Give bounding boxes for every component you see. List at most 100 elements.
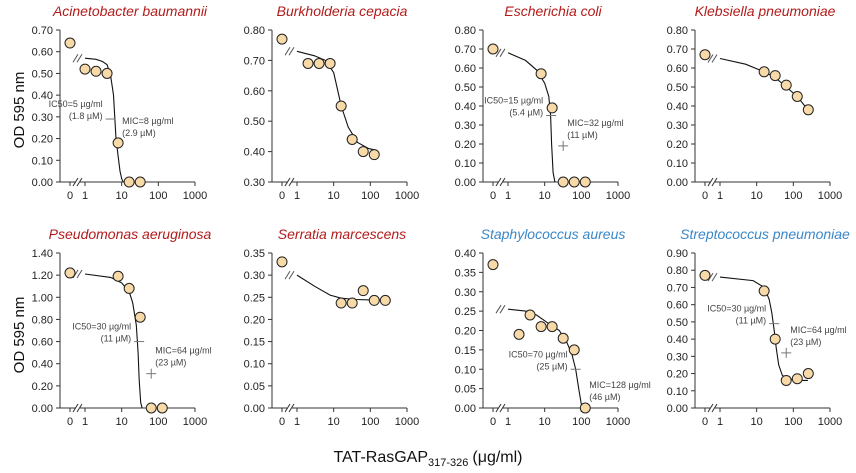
data-point xyxy=(346,133,358,145)
data-point xyxy=(134,176,146,188)
chart-panel-6: Serratia marcescens 0.00 0.05 0.10 0.15 0.20 0… xyxy=(244,226,420,428)
y-tick-label: 0.50 xyxy=(667,317,688,329)
curve-break-mark xyxy=(72,53,79,63)
data-point xyxy=(780,79,792,91)
y-tick-label: 0.30 xyxy=(667,120,688,132)
x-tick-label: 100 xyxy=(361,416,379,428)
x-tick-label: 100 xyxy=(784,190,802,202)
y-tick-label: 0.40 xyxy=(32,90,53,102)
x-axis-break-mark xyxy=(711,177,718,187)
y-tick-label: 0.20 xyxy=(32,134,53,146)
data-point xyxy=(276,33,288,45)
x-tick-label: 0 xyxy=(702,416,708,428)
x-axis-label-unit: (μg/ml) xyxy=(472,449,522,466)
x-tick-label: 10 xyxy=(751,416,763,428)
x-tick-label: 1 xyxy=(294,416,300,428)
data-point xyxy=(579,402,591,414)
curve-break-mark xyxy=(288,47,295,56)
fit-curve xyxy=(719,57,809,111)
data-point xyxy=(780,374,792,386)
x-tick-label: 100 xyxy=(784,416,802,428)
y-tick-label: 0.10 xyxy=(32,155,53,167)
y-tick-label: 0.50 xyxy=(667,82,688,94)
x-tick-label: 0 xyxy=(490,190,496,202)
x-axis-break-mark xyxy=(499,177,506,187)
x-axis-break-mark xyxy=(72,403,79,413)
chart-panel-5: Pseudomonas aeruginosa 0.00 0.20 0.40 0.60 0.… xyxy=(32,226,212,428)
x-axis-label: TAT-RasGAP317-326 (μg/ml) xyxy=(333,449,522,469)
annotation-text: IC50=15 µg/ml xyxy=(484,96,543,106)
data-point xyxy=(134,311,146,323)
x-axis-label-main: TAT-RasGAP xyxy=(333,449,428,466)
annotation-text: (46 µM) xyxy=(589,392,620,402)
chart-panel-7: Staphylococcus aureus 0.00 0.05 0.10 0.15 0.2… xyxy=(455,226,651,428)
data-point xyxy=(487,259,499,271)
data-point xyxy=(802,368,814,380)
y-tick-label: 0.00 xyxy=(455,177,476,189)
y-tick-label: 0.50 xyxy=(32,68,53,80)
curve-break-mark xyxy=(76,269,83,279)
annotation-text: MIC=32 µg/ml xyxy=(567,118,623,128)
y-tick-label: 0.20 xyxy=(667,369,688,381)
y-axis-label-bottom: OD 595 nm xyxy=(11,297,28,374)
y-tick-label: 0.60 xyxy=(32,47,53,59)
x-axis-break-mark xyxy=(72,177,79,187)
data-point xyxy=(802,104,814,116)
chart-panel-4: Klebsiella pneumoniae 0.00 0.10 0.20 0.30 0.4… xyxy=(667,3,843,202)
y-tick-label: 0.10 xyxy=(455,158,476,170)
y-tick-label: 0.30 xyxy=(455,120,476,132)
data-point xyxy=(487,43,499,55)
y-tick-label: 0.30 xyxy=(244,270,265,282)
y-tick-label: 0.60 xyxy=(244,86,265,98)
annotation-text: IC50=70 µg/ml xyxy=(509,349,568,359)
y-tick-label: 0.40 xyxy=(455,248,476,260)
y-tick-label: 0.20 xyxy=(455,326,476,338)
x-axis-break-mark xyxy=(707,403,714,413)
data-point xyxy=(64,267,76,279)
data-point xyxy=(791,91,803,102)
x-axis-break-mark xyxy=(284,403,291,413)
data-point xyxy=(112,137,124,149)
x-tick-label: 1 xyxy=(505,416,511,428)
x-tick-label: 1000 xyxy=(183,190,207,202)
data-point xyxy=(335,297,347,309)
curve-break-mark xyxy=(499,304,506,314)
annotation-text: (11 µM) xyxy=(567,130,598,140)
y-tick-label: 0.05 xyxy=(455,384,476,396)
x-tick-label: 0 xyxy=(67,190,73,202)
curve-break-mark xyxy=(707,272,714,282)
x-axis-break-mark xyxy=(711,403,718,413)
x-tick-label: 1000 xyxy=(818,416,842,428)
data-point xyxy=(557,332,569,344)
data-point xyxy=(346,297,358,309)
fit-curve xyxy=(84,57,124,183)
y-axis-label-top: OD 595 nm xyxy=(11,72,28,149)
data-point xyxy=(579,176,591,188)
annotation-text: MIC=8 µg/ml xyxy=(122,116,173,126)
x-axis-break-mark xyxy=(499,403,506,413)
y-tick-label: 0.00 xyxy=(32,177,53,189)
annotation-text: (2.9 µM) xyxy=(122,128,156,138)
x-tick-label: 10 xyxy=(328,416,340,428)
x-tick-label: 0 xyxy=(67,416,73,428)
data-point xyxy=(123,282,135,294)
data-point xyxy=(546,321,558,333)
data-point xyxy=(357,146,369,158)
data-point xyxy=(112,270,124,282)
data-point xyxy=(699,269,711,281)
y-tick-label: 0.40 xyxy=(667,334,688,346)
data-point xyxy=(64,37,76,49)
y-tick-label: 0.20 xyxy=(667,139,688,151)
data-point xyxy=(357,285,369,297)
y-tick-label: 0.25 xyxy=(244,292,265,304)
annotation-text: (5.4 µM) xyxy=(509,108,543,118)
x-tick-label: 1 xyxy=(82,190,88,202)
data-point xyxy=(791,373,803,385)
annotation-text: IC50=30 µg/ml xyxy=(72,322,131,332)
x-axis-break-mark xyxy=(288,403,295,413)
y-tick-label: 0.30 xyxy=(455,287,476,299)
y-tick-label: 0.70 xyxy=(455,44,476,56)
data-point xyxy=(557,176,569,188)
y-tick-label: 0.50 xyxy=(244,116,265,128)
y-tick-label: 0.10 xyxy=(667,158,688,170)
